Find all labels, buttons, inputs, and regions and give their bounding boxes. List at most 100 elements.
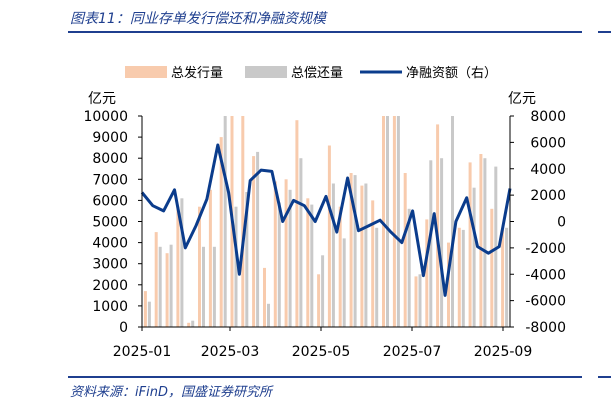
bar-repayment xyxy=(158,246,162,327)
bar-repayment xyxy=(321,255,325,327)
bar-issuance xyxy=(187,322,191,327)
legend-label-issuance: 总发行量 xyxy=(171,65,223,81)
bottom-divider xyxy=(68,376,582,378)
bar-issuance xyxy=(360,185,364,327)
bar-repayment xyxy=(223,116,227,327)
net-financing-line xyxy=(140,143,512,297)
left-tick-label: 9000 xyxy=(92,130,128,146)
chart-axes xyxy=(141,116,511,328)
bar-repayment xyxy=(267,303,270,327)
bar-repayment xyxy=(245,192,249,327)
bar-repayment xyxy=(483,158,487,327)
right-tick-label: 8000 xyxy=(530,109,566,125)
bar-issuance xyxy=(403,173,407,327)
left-tick-label: 10000 xyxy=(83,109,128,125)
left-tick-label: 5000 xyxy=(92,215,128,231)
x-tick-label: 2025-03 xyxy=(201,344,260,360)
bar-repayment xyxy=(440,158,444,327)
left-tick-label: 8000 xyxy=(92,151,128,167)
x-tick-label: 2025-01 xyxy=(113,344,172,360)
bar-issuance xyxy=(284,179,288,327)
bar-issuance xyxy=(176,206,180,327)
bar-issuance xyxy=(447,242,450,327)
right-tick-label: 4000 xyxy=(530,162,566,178)
right-tick-label: -2000 xyxy=(525,241,566,257)
bar-repayment xyxy=(461,229,465,327)
top-divider xyxy=(68,31,582,33)
bottom-divider-right xyxy=(598,376,611,378)
bar-issuance xyxy=(479,154,483,327)
bar-repayment xyxy=(288,189,292,327)
bar-issuance xyxy=(306,198,310,327)
bar-issuance xyxy=(241,116,245,327)
bar-issuance xyxy=(317,274,321,328)
line-series xyxy=(140,143,512,297)
right-tick-label: 0 xyxy=(557,215,566,231)
bar-repayment xyxy=(331,183,335,327)
left-tick-label: 6000 xyxy=(92,193,128,209)
bar-repayment xyxy=(375,227,379,327)
bar-issuance xyxy=(349,173,353,327)
bar-issuance xyxy=(198,206,201,327)
chart-legend: 总发行量 总偿还量 净融资额（右） xyxy=(125,65,497,81)
bar-repayment xyxy=(234,206,238,327)
right-axis-ticks: 8000 6000 4000 2000 0 -2000 -4000 -6000 -8000 xyxy=(510,109,566,336)
chart-plot: 总发行量 总偿还量 净融资额（右） 亿元 亿元 1000090008000700060… xyxy=(83,65,566,360)
bar-repayment xyxy=(429,160,433,327)
bar-issuance xyxy=(414,276,418,327)
bar-issuance xyxy=(154,232,158,327)
x-tick-label: 2025-05 xyxy=(292,344,351,360)
bar-repayment xyxy=(396,116,400,327)
legend-label-repayment: 总偿还量 xyxy=(291,66,343,81)
bar-repayment xyxy=(212,246,216,327)
bar-issuance xyxy=(490,208,494,327)
bar-repayment xyxy=(299,158,303,327)
bar-issuance xyxy=(382,116,385,327)
axis-units: 亿元 亿元 xyxy=(88,91,536,107)
bar-issuance xyxy=(208,189,212,327)
bar-issuance xyxy=(425,219,429,327)
bar-issuance xyxy=(392,116,396,327)
bar-issuance xyxy=(468,162,472,327)
bar-repayment xyxy=(472,187,476,327)
left-tick-label: 3000 xyxy=(92,257,128,273)
bar-repayment xyxy=(256,151,260,327)
right-tick-label: -6000 xyxy=(525,294,566,310)
bar-repayment xyxy=(418,274,422,328)
bar-repayment xyxy=(191,320,195,327)
left-axis-unit: 亿元 xyxy=(88,91,116,107)
bar-issuance xyxy=(457,227,461,327)
top-divider-right xyxy=(598,31,611,33)
bar-repayment xyxy=(364,183,368,327)
bar-issuance xyxy=(252,156,256,327)
bar-repayment xyxy=(169,244,173,327)
bar-repayment xyxy=(407,208,411,327)
x-tick-label: 2025-09 xyxy=(474,344,533,360)
bar-issuance xyxy=(263,267,266,327)
bar-issuance xyxy=(371,200,375,327)
right-tick-label: 2000 xyxy=(530,188,566,204)
bar-issuance xyxy=(273,181,277,327)
bar-repayment xyxy=(494,166,498,327)
bar-repayment xyxy=(353,175,357,327)
left-tick-label: 2000 xyxy=(92,278,128,294)
figure-title: 图表11：同业存单发行偿还和净融资规模 xyxy=(70,11,326,27)
right-tick-label: -4000 xyxy=(525,267,566,283)
bar-repayment xyxy=(386,116,389,327)
bar-issuance xyxy=(436,124,440,328)
legend-swatch-repayment xyxy=(245,66,287,78)
legend-label-net: 净融资额（右） xyxy=(406,66,497,81)
x-axis-ticks: 2025-01 2025-03 2025-05 2025-07 2025-09 xyxy=(113,327,533,360)
bar-repayment xyxy=(342,238,346,327)
bar-repayment xyxy=(310,204,314,327)
bar-issuance xyxy=(219,137,223,327)
left-tick-label: 4000 xyxy=(92,236,128,252)
right-tick-label: 6000 xyxy=(530,135,566,151)
bar-issuance xyxy=(338,206,342,327)
bar-repayment xyxy=(277,202,281,327)
bar-repayment xyxy=(202,246,205,327)
left-tick-label: 0 xyxy=(119,320,128,336)
left-tick-label: 1000 xyxy=(92,299,128,315)
x-tick-label: 2025-07 xyxy=(383,344,442,360)
bar-repayment xyxy=(451,116,454,327)
